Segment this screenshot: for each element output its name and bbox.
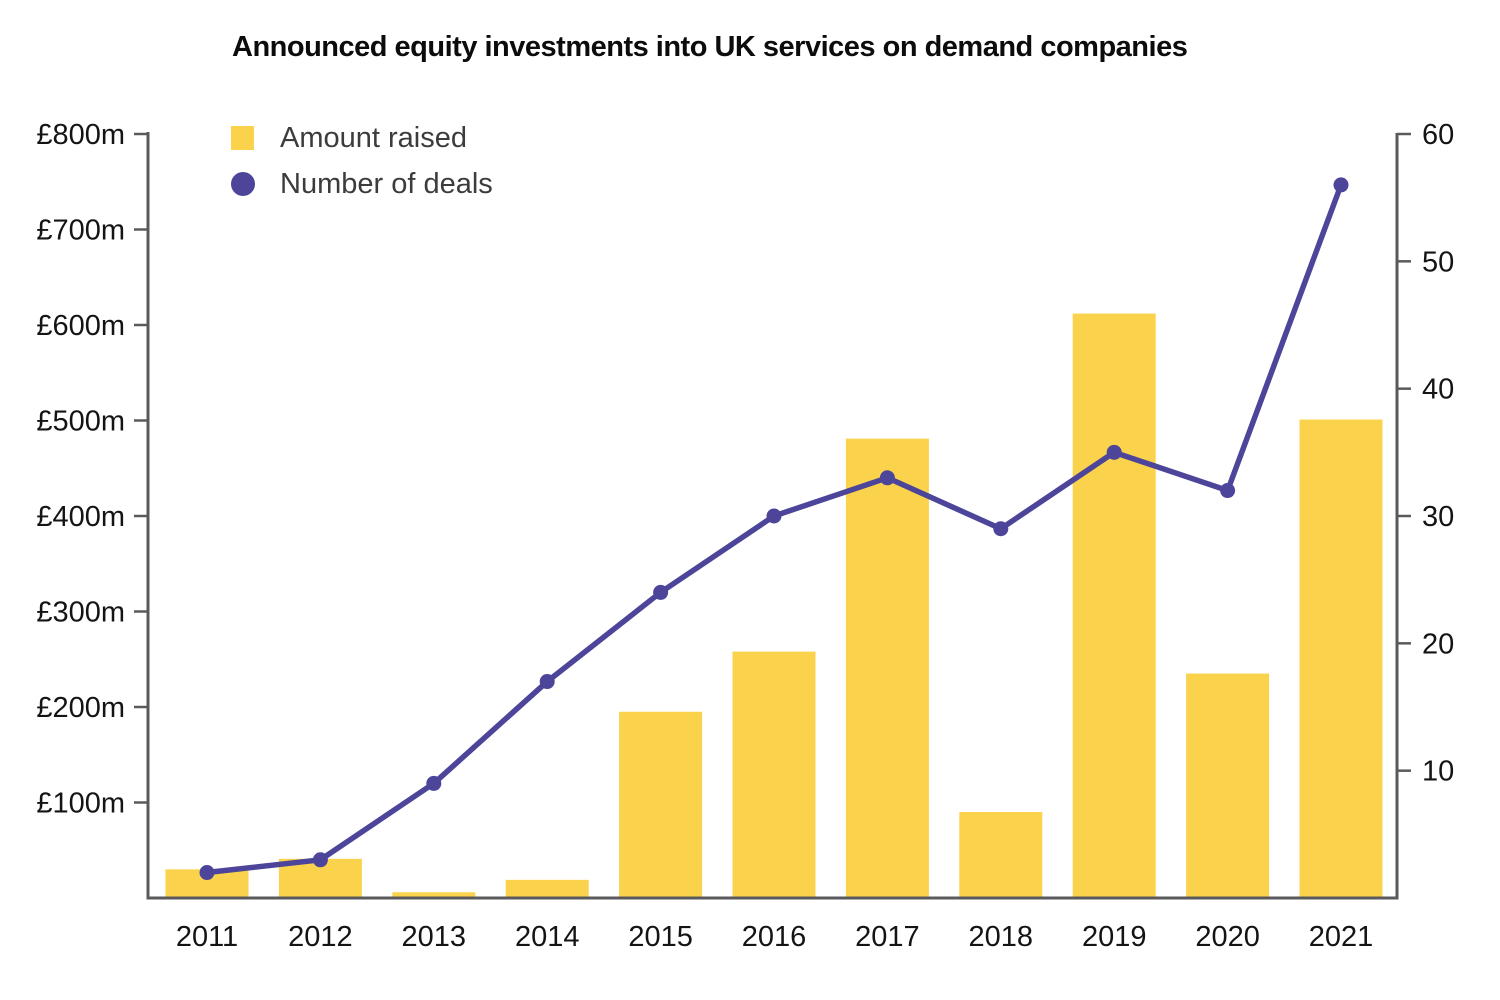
deals-point-2011 — [199, 865, 215, 881]
deals-point-2021 — [1333, 177, 1349, 193]
left-axis-tick-label-500: £500m — [36, 406, 125, 438]
x-axis-label-2014: 2014 — [515, 921, 580, 953]
x-axis-label-2012: 2012 — [288, 921, 353, 953]
x-axis-label-2017: 2017 — [855, 921, 920, 953]
right-axis-tick-label-50: 50 — [1422, 246, 1454, 278]
left-axis-tick-label-700: £700m — [36, 215, 125, 247]
x-axis-label-2021: 2021 — [1309, 921, 1374, 953]
number-of-deals-swatch-icon — [231, 172, 255, 196]
left-axis-tick-label-300: £300m — [36, 597, 125, 629]
right-axis-tick-label-20: 20 — [1422, 628, 1454, 660]
bar-2020 — [1186, 673, 1270, 898]
bar-2016 — [732, 651, 816, 898]
x-axis-label-2016: 2016 — [742, 921, 807, 953]
right-axis-tick-label-30: 30 — [1422, 501, 1454, 533]
legend: Amount raised Number of deals — [231, 121, 493, 218]
right-axis-tick-label-40: 40 — [1422, 374, 1454, 406]
bar-2013 — [392, 892, 476, 898]
x-axis-label-2020: 2020 — [1195, 921, 1260, 953]
amount-raised-swatch-icon — [231, 126, 254, 150]
left-axis-tick-label-200: £200m — [36, 692, 125, 724]
deals-point-2018 — [993, 521, 1009, 537]
left-axis-tick-label-800: £800m — [36, 119, 125, 151]
x-axis-label-2013: 2013 — [402, 921, 467, 953]
legend-item-amount-raised: Amount raised — [231, 121, 493, 154]
bar-2018 — [959, 812, 1043, 898]
bar-2017 — [845, 438, 929, 898]
legend-label-number-of-deals: Number of deals — [280, 167, 493, 200]
deals-point-2016 — [766, 508, 782, 524]
x-axis-label-2019: 2019 — [1082, 921, 1147, 953]
bar-2021 — [1299, 419, 1383, 898]
left-axis-tick-label-400: £400m — [36, 501, 125, 533]
deals-point-2020 — [1220, 483, 1236, 499]
bar-2014 — [505, 879, 589, 898]
deals-point-2014 — [539, 674, 555, 690]
legend-item-number-of-deals: Number of deals — [231, 167, 493, 200]
right-axis-tick-label-60: 60 — [1422, 119, 1454, 151]
deals-point-2012 — [312, 852, 328, 868]
left-axis-tick-label-600: £600m — [36, 310, 125, 342]
x-axis-label-2015: 2015 — [628, 921, 693, 953]
left-axis-tick-label-100: £100m — [36, 788, 125, 820]
deals-point-2017 — [879, 470, 895, 486]
bar-2015 — [619, 711, 703, 898]
legend-label-amount-raised: Amount raised — [280, 121, 467, 154]
right-axis-tick-label-10: 10 — [1422, 756, 1454, 788]
deals-point-2019 — [1106, 444, 1122, 460]
x-axis-label-2011: 2011 — [176, 921, 238, 953]
bar-2019 — [1072, 313, 1156, 898]
x-axis-label-2018: 2018 — [969, 921, 1034, 953]
deals-point-2013 — [426, 775, 442, 791]
chart-title: Announced equity investments into UK ser… — [232, 31, 1188, 63]
deals-point-2015 — [653, 584, 669, 600]
